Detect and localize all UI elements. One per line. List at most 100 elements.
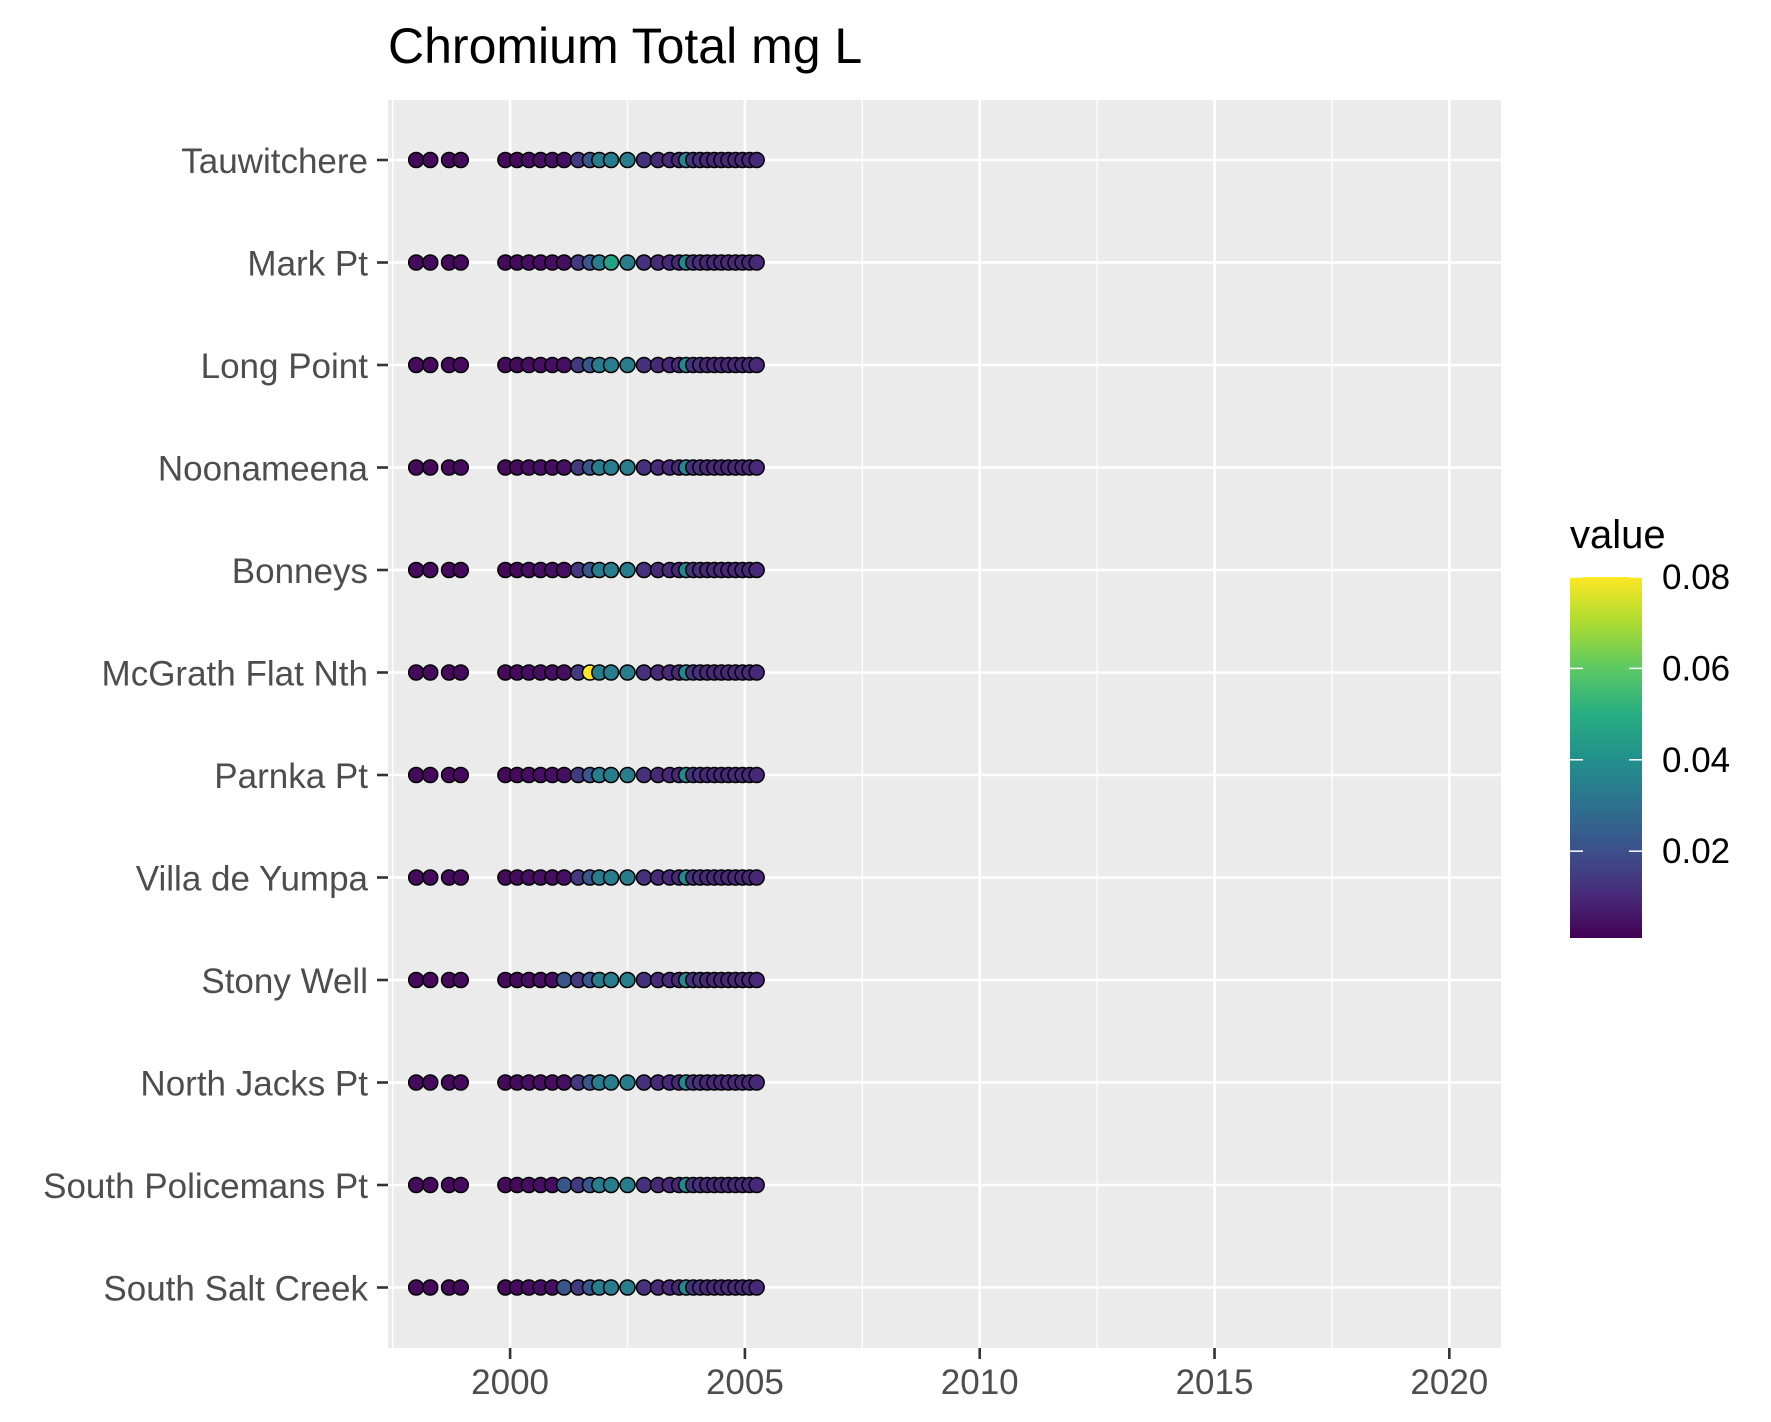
data-point (452, 664, 470, 681)
data-point (555, 1176, 573, 1194)
data-point (602, 971, 620, 989)
data-point (748, 254, 765, 271)
data-point (422, 1074, 439, 1091)
data-point (635, 1176, 653, 1194)
data-point (619, 971, 636, 989)
data-point (422, 1279, 439, 1296)
data-point (422, 254, 439, 271)
data-point (619, 1279, 636, 1296)
y-tick-label: Bonneys (232, 552, 368, 591)
data-point (635, 151, 653, 169)
data-point (635, 971, 653, 989)
legend-tick-label: 0.04 (1662, 741, 1730, 780)
y-tick-label: South Salt Creek (103, 1270, 368, 1309)
data-point (555, 151, 573, 169)
data-point (619, 1074, 636, 1091)
y-axis-ticks (377, 158, 388, 1289)
data-point (555, 869, 573, 886)
x-tick-label: 2005 (706, 1363, 784, 1402)
data-point (452, 1176, 470, 1194)
data-point (555, 459, 573, 476)
data-point (635, 254, 653, 271)
data-point (452, 356, 470, 374)
data-point (635, 869, 653, 886)
data-point (748, 971, 765, 989)
plot-panel (388, 100, 1501, 1348)
data-point (452, 151, 470, 169)
y-tick-label: Mark Pt (247, 245, 368, 284)
data-point (407, 869, 425, 886)
legend-tick-label: 0.08 (1662, 558, 1730, 597)
data-point (635, 1074, 653, 1091)
data-point (602, 1279, 620, 1296)
y-tick-label: Villa de Yumpa (136, 860, 369, 899)
data-point (619, 151, 636, 169)
data-point (452, 1279, 470, 1296)
data-point (407, 766, 425, 784)
data-point (407, 459, 425, 476)
data-point (422, 151, 439, 169)
data-point (635, 664, 653, 681)
data-point (407, 356, 425, 374)
y-axis-labels: Tauwitchere Mark Pt Long Point Noonameena Bo… (43, 142, 368, 1309)
data-point (452, 254, 470, 271)
x-tick-label: 2010 (941, 1363, 1019, 1402)
data-point (619, 561, 636, 579)
data-point (602, 254, 620, 271)
data-point (452, 869, 470, 886)
data-point (422, 356, 439, 374)
x-axis-ticks (508, 1348, 1451, 1359)
y-tick-label: Tauwitchere (181, 142, 368, 181)
data-point (422, 561, 439, 579)
data-point (619, 664, 636, 681)
data-point (602, 1074, 620, 1091)
data-point (407, 1074, 425, 1091)
grid-minor (392, 100, 1333, 1348)
data-point (555, 1074, 573, 1091)
data-point (619, 459, 636, 476)
data-point (407, 254, 425, 271)
y-tick-label: Long Point (201, 347, 369, 386)
data-point (555, 356, 573, 374)
x-tick-label: 2020 (1410, 1363, 1488, 1402)
data-point (452, 561, 470, 579)
data-point (407, 1176, 425, 1194)
data-point (748, 1074, 765, 1091)
data-point (452, 459, 470, 476)
x-tick-label: 2000 (471, 1363, 549, 1402)
data-point (452, 1074, 470, 1091)
data-point (555, 1279, 573, 1296)
data-point (422, 459, 439, 476)
data-point (635, 356, 653, 374)
y-tick-label: South Policemans Pt (43, 1167, 368, 1206)
data-point (602, 459, 620, 476)
data-point (619, 254, 636, 271)
data-point (407, 971, 425, 989)
data-point (452, 766, 470, 784)
data-point (407, 151, 425, 169)
data-point (619, 1176, 636, 1194)
y-tick-label: Stony Well (201, 962, 368, 1001)
data-point (555, 254, 573, 271)
x-axis-labels: 2000 2005 2010 2015 2020 (471, 1363, 1488, 1402)
data-point (422, 1176, 439, 1194)
data-point (748, 1279, 765, 1296)
data-point (748, 869, 765, 886)
chart-title: Chromium Total mg L (388, 18, 862, 74)
data-point (422, 664, 439, 681)
data-point (748, 766, 765, 784)
data-point (602, 664, 620, 681)
data-point (602, 356, 620, 374)
data-point (748, 356, 765, 374)
data-point (602, 151, 620, 169)
data-point (407, 664, 425, 681)
legend-tick-label: 0.02 (1662, 832, 1730, 871)
data-point (422, 766, 439, 784)
data-point (602, 766, 620, 784)
data-point (407, 1279, 425, 1296)
y-tick-label: McGrath Flat Nth (102, 655, 368, 694)
data-point (602, 869, 620, 886)
data-point (619, 869, 636, 886)
